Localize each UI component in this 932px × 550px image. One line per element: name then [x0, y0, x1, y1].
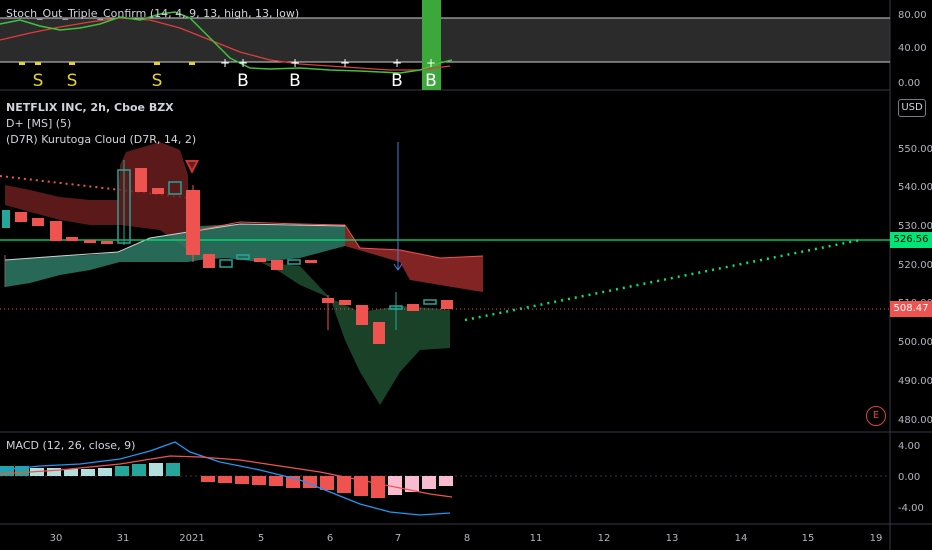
stoch-price-axis: 80.00 40.00 0.00	[898, 10, 927, 89]
red-trendline	[0, 175, 191, 199]
stoch-cross-marker: +	[392, 56, 402, 70]
earnings-badge[interactable]: E	[866, 406, 886, 426]
price-axis-tick: 550.00	[898, 144, 932, 155]
cloud-bear-right	[345, 226, 483, 292]
indicator-label-dplus[interactable]: D+ [MS] (5)	[6, 117, 72, 130]
green-trendline	[464, 238, 861, 322]
time-axis-tick: 14	[735, 533, 748, 544]
price-axis-tick: 480.00	[898, 415, 932, 426]
time-axis-tick: 8	[464, 533, 470, 544]
symbol-label[interactable]: NETFLIX INC, 2h, Cboe BZX	[6, 101, 174, 114]
stoch-yellow-tick	[69, 62, 75, 65]
stoch-signals: + + + + + + S S S B B B B	[19, 56, 437, 91]
green-level-tag: 526.56	[890, 232, 932, 248]
stoch-axis-tick: 40.00	[898, 43, 927, 54]
macd-indicator-label[interactable]: MACD (12, 26, close, 9)	[6, 439, 136, 452]
time-axis-tick: 12	[598, 533, 611, 544]
macd-price-axis: 4.00 0.00 -4.00	[898, 441, 924, 514]
price-axis-tick: 540.00	[898, 182, 932, 193]
stoch-signal-sell: S	[33, 71, 44, 91]
stoch-yellow-tick	[35, 62, 41, 65]
macd-signal-line	[0, 455, 453, 498]
stoch-cross-marker: +	[220, 56, 230, 70]
stoch-indicator-label[interactable]: Stoch_Out_Triple_Confirm (14, 4, 9, 13, …	[6, 7, 300, 20]
time-axis-tick: 19	[870, 533, 883, 544]
price-axis-tick: 500.00	[898, 337, 932, 348]
time-axis-tick: 11	[530, 533, 543, 544]
current-price-tag: 508.47	[890, 301, 932, 317]
stoch-signal-sell: S	[152, 71, 163, 91]
cloud-bull-lower	[260, 262, 450, 405]
time-axis-tick: 15	[802, 533, 815, 544]
stoch-signal-buy: B	[289, 71, 301, 91]
time-axis-tick: 7	[395, 533, 401, 544]
stoch-pane	[0, 0, 890, 90]
price-axis-tick: 530.00	[898, 221, 932, 232]
price-axis-tick: 490.00	[898, 376, 932, 387]
macd-axis-tick: -4.00	[898, 503, 924, 514]
stoch-yellow-tick	[154, 62, 160, 65]
time-axis-tick: 6	[327, 533, 333, 544]
candles	[2, 160, 453, 344]
macd-histogram	[0, 463, 453, 498]
stoch-signal-buy: B	[425, 71, 437, 91]
time-axis-tick: 2021	[179, 533, 204, 544]
cloud-bear-upper	[5, 142, 188, 250]
stoch-signal-buy: B	[237, 71, 249, 91]
stoch-cross-marker: +	[238, 56, 248, 70]
indicator-label-kurutoga[interactable]: (D7R) Kurutoga Cloud (D7R, 14, 2)	[6, 133, 197, 146]
time-axis-tick: 13	[666, 533, 679, 544]
stoch-axis-tick: 80.00	[898, 10, 927, 21]
main-pane	[0, 142, 890, 405]
time-axis-tick: 30	[50, 533, 63, 544]
stoch-yellow-tick	[189, 62, 195, 65]
macd-axis-tick: 4.00	[898, 441, 920, 452]
time-axis-tick: 5	[258, 533, 264, 544]
time-axis-tick: 31	[117, 533, 130, 544]
stoch-signal-buy: B	[391, 71, 403, 91]
currency-button[interactable]: USD	[898, 99, 926, 117]
price-axis-tick: 520.00	[898, 260, 932, 271]
stoch-axis-tick: 0.00	[898, 78, 920, 89]
stoch-signal-sell: S	[67, 71, 78, 91]
macd-axis-tick: 0.00	[898, 472, 920, 483]
macd-line	[0, 441, 451, 516]
stoch-signal-line	[0, 17, 451, 71]
stoch-yellow-tick	[19, 62, 25, 65]
stoch-k-line	[0, 11, 453, 74]
stoch-cross-marker: +	[290, 56, 300, 70]
stoch-cross-marker: +	[340, 56, 350, 70]
macd-pane	[0, 441, 890, 516]
main-price-axis: 550.00540.00530.00520.00510.00500.00490.…	[898, 144, 932, 426]
stoch-cross-marker: +	[426, 56, 436, 70]
time-axis: 30 31 2021 5 6 7 8 11 12 13 14 15 19	[50, 533, 883, 544]
